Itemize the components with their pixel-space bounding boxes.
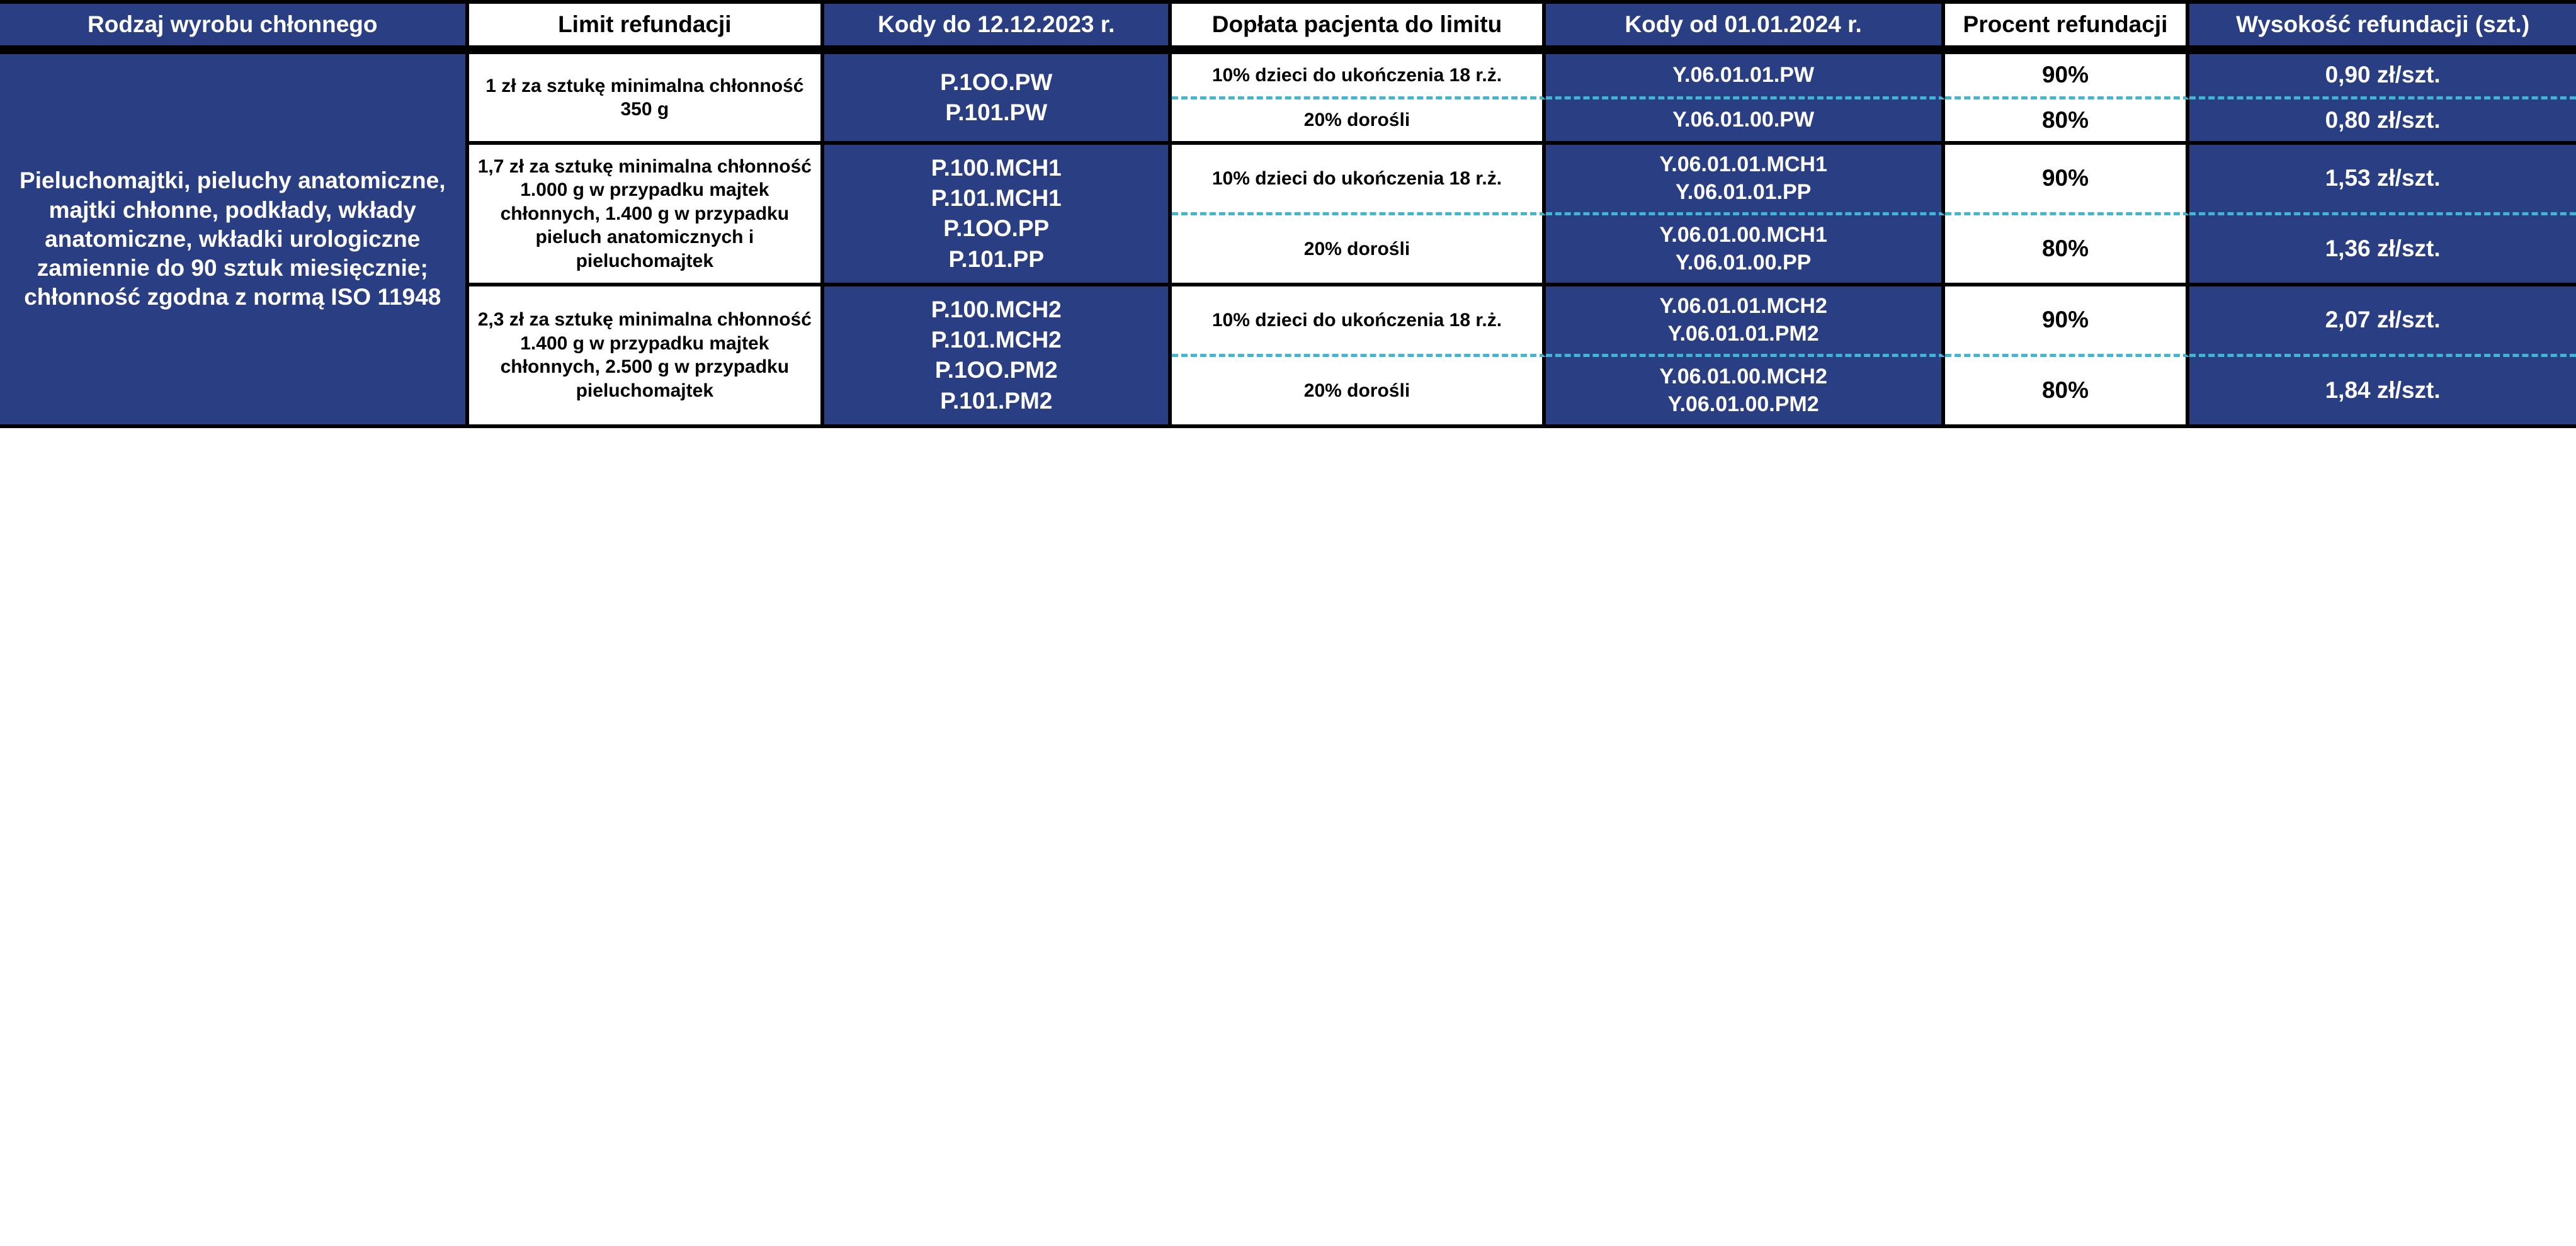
list-item: P.1OO.PW: [940, 68, 1052, 97]
list-item: Y.06.01.00.PM2: [1659, 391, 1827, 418]
doplata-g3r1: 10% dzieci do ukończenia 18 r.ż.: [1172, 286, 1545, 357]
codes-new-g1r1-list: Y.06.01.01.PW: [1672, 62, 1814, 89]
wysokosc-g2r1: 1,53 zł/szt.: [2189, 145, 2576, 215]
list-item: Y.06.01.00.PW: [1672, 106, 1814, 133]
limit-g3: 2,3 zł za sztukę minimalna chłonność 1.4…: [469, 286, 825, 428]
list-item: Y.06.01.01.PP: [1659, 179, 1827, 206]
codes-old-g2-list: P.100.MCH1P.101.MCH1P.1OO.PPP.101.PP: [931, 154, 1062, 274]
wysokosc-g2r2: 1,36 zł/szt.: [2189, 215, 2576, 286]
doplata-g1r1: 10% dzieci do ukończenia 18 r.ż.: [1172, 54, 1545, 99]
list-item: P.101.PW: [940, 98, 1052, 127]
codes-old-g3-list: P.100.MCH2P.101.MCH2P.1OO.PM2P.101.PM2: [931, 295, 1062, 416]
procent-g1r2: 80%: [1945, 99, 2190, 145]
list-item: Y.06.01.01.MCH2: [1659, 293, 1827, 320]
codes-old-g1: P.1OO.PWP.101.PW: [824, 54, 1172, 145]
list-item: Y.06.01.01.PW: [1672, 62, 1814, 89]
procent-g2r1: 90%: [1945, 145, 2190, 215]
list-item: P.1OO.PP: [931, 214, 1062, 243]
codes-new-g1r1: Y.06.01.01.PW: [1546, 54, 1945, 99]
wysokosc-g3r1: 2,07 zł/szt.: [2189, 286, 2576, 357]
doplata-g2r2: 20% dorośli: [1172, 215, 1545, 286]
hdr-procent: Procent refundacji: [1945, 4, 2190, 54]
list-item: P.100.MCH2: [931, 295, 1062, 324]
codes-new-g2r1-list: Y.06.01.01.MCH1Y.06.01.01.PP: [1659, 151, 1827, 206]
codes-old-g3: P.100.MCH2P.101.MCH2P.1OO.PM2P.101.PM2: [824, 286, 1172, 428]
list-item: P.1OO.PM2: [931, 356, 1062, 385]
list-item: Y.06.01.01.MCH1: [1659, 151, 1827, 178]
list-item: P.101.PP: [931, 245, 1062, 274]
hdr-rodzaj: Rodzaj wyrobu chłonnego: [0, 4, 469, 54]
list-item: Y.06.01.00.MCH1: [1659, 222, 1827, 249]
hdr-kody-od: Kody od 01.01.2024 r.: [1546, 4, 1945, 54]
procent-g3r2: 80%: [1945, 357, 2190, 428]
codes-new-g1r2: Y.06.01.00.PW: [1546, 99, 1945, 145]
doplata-g3r2: 20% dorośli: [1172, 357, 1545, 428]
codes-new-g3r2: Y.06.01.00.MCH2Y.06.01.00.PM2: [1546, 357, 1945, 428]
refund-table: Rodzaj wyrobu chłonnego Limit refundacji…: [0, 0, 2576, 428]
hdr-limit: Limit refundacji: [469, 4, 825, 54]
doplata-g1r2: 20% dorośli: [1172, 99, 1545, 145]
wysokosc-g3r2: 1,84 zł/szt.: [2189, 357, 2576, 428]
hdr-kody-do: Kody do 12.12.2023 r.: [824, 4, 1172, 54]
wysokosc-g1r1: 0,90 zł/szt.: [2189, 54, 2576, 99]
doplata-g2r1: 10% dzieci do ukończenia 18 r.ż.: [1172, 145, 1545, 215]
procent-g3r1: 90%: [1945, 286, 2190, 357]
codes-old-g1-list: P.1OO.PWP.101.PW: [940, 68, 1052, 128]
hdr-wysokosc: Wysokość refundacji (szt.): [2189, 4, 2576, 54]
codes-new-g2r1: Y.06.01.01.MCH1Y.06.01.01.PP: [1546, 145, 1945, 215]
codes-new-g3r1-list: Y.06.01.01.MCH2Y.06.01.01.PM2: [1659, 293, 1827, 348]
category-cell: Pieluchomajtki, pieluchy anatomiczne, ma…: [0, 54, 469, 428]
wysokosc-g1r2: 0,80 zł/szt.: [2189, 99, 2576, 145]
list-item: P.101.PM2: [931, 387, 1062, 416]
limit-g2: 1,7 zł za sztukę minimalna chłonność 1.0…: [469, 145, 825, 286]
list-item: P.101.MCH1: [931, 184, 1062, 213]
codes-new-g2r2: Y.06.01.00.MCH1Y.06.01.00.PP: [1546, 215, 1945, 286]
codes-new-g3r2-list: Y.06.01.00.MCH2Y.06.01.00.PM2: [1659, 363, 1827, 418]
procent-g2r2: 80%: [1945, 215, 2190, 286]
limit-g1: 1 zł za sztukę minimalna chłonność 350 g: [469, 54, 825, 145]
list-item: Y.06.01.00.PP: [1659, 249, 1827, 276]
list-item: P.100.MCH1: [931, 154, 1062, 183]
list-item: Y.06.01.00.MCH2: [1659, 363, 1827, 390]
hdr-doplata: Dopłata pacjenta do limitu: [1172, 4, 1545, 54]
procent-g1r1: 90%: [1945, 54, 2190, 99]
list-item: P.101.MCH2: [931, 326, 1062, 354]
codes-new-g1r2-list: Y.06.01.00.PW: [1672, 106, 1814, 133]
list-item: Y.06.01.01.PM2: [1659, 320, 1827, 348]
codes-new-g2r2-list: Y.06.01.00.MCH1Y.06.01.00.PP: [1659, 222, 1827, 276]
codes-new-g3r1: Y.06.01.01.MCH2Y.06.01.01.PM2: [1546, 286, 1945, 357]
codes-old-g2: P.100.MCH1P.101.MCH1P.1OO.PPP.101.PP: [824, 145, 1172, 286]
